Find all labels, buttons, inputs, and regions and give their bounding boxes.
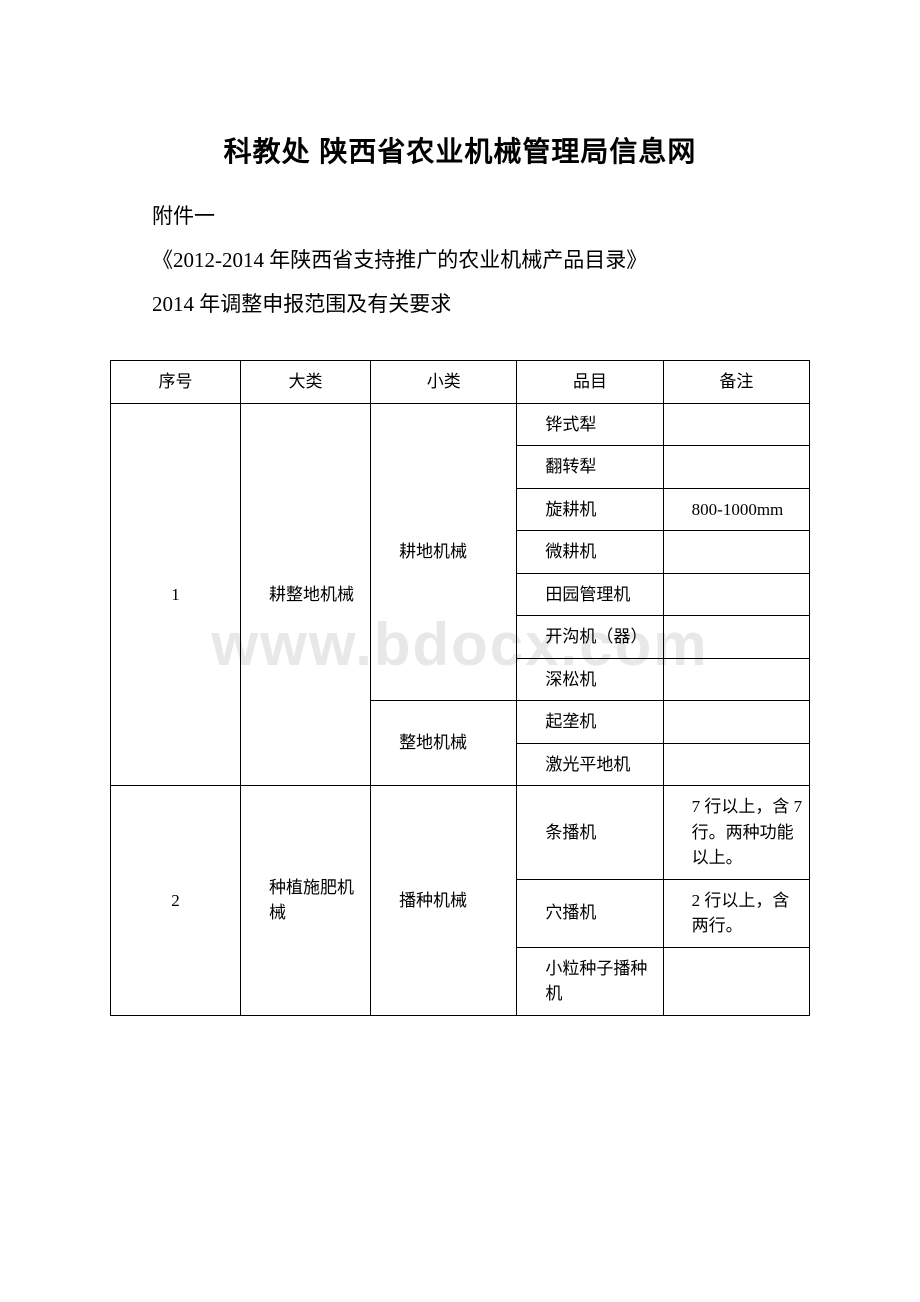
catalog-table: 序号 大类 小类 品目 备注 1 耕整地机械 耕地机械 铧式犁 翻转犁 旋耕机 … (110, 360, 810, 1016)
cell-note (663, 743, 809, 786)
cell-category: 耕整地机械 (241, 403, 371, 786)
document-content: 科教处 陕西省农业机械管理局信息网 附件一 《2012-2014 年陕西省支持推… (110, 130, 810, 1016)
cell-category: 种植施肥机械 (241, 786, 371, 1016)
cell-note (663, 701, 809, 744)
cell-item: 小粒种子播种机 (517, 947, 663, 1015)
cell-item: 条播机 (517, 786, 663, 880)
cell-note (663, 446, 809, 489)
cell-subcategory: 整地机械 (371, 701, 517, 786)
paragraph-catalog: 《2012-2014 年陕西省支持推广的农业机械产品目录》 (110, 239, 810, 281)
cell-note (663, 531, 809, 574)
cell-seq: 1 (111, 403, 241, 786)
table-container: 序号 大类 小类 品目 备注 1 耕整地机械 耕地机械 铧式犁 翻转犁 旋耕机 … (110, 360, 810, 1016)
header-subcategory: 小类 (371, 361, 517, 404)
paragraph-requirement: 2014 年调整申报范围及有关要求 (110, 283, 810, 325)
cell-note (663, 658, 809, 701)
cell-item: 起垄机 (517, 701, 663, 744)
cell-note (663, 403, 809, 446)
cell-note: 2 行以上，含两行。 (663, 879, 809, 947)
cell-item: 铧式犁 (517, 403, 663, 446)
cell-item: 激光平地机 (517, 743, 663, 786)
cell-note (663, 616, 809, 659)
cell-item: 田园管理机 (517, 573, 663, 616)
header-category: 大类 (241, 361, 371, 404)
cell-seq: 2 (111, 786, 241, 1016)
cell-subcategory: 播种机械 (371, 786, 517, 1016)
header-item: 品目 (517, 361, 663, 404)
cell-item: 深松机 (517, 658, 663, 701)
cell-item: 旋耕机 (517, 488, 663, 531)
header-seq: 序号 (111, 361, 241, 404)
page-title: 科教处 陕西省农业机械管理局信息网 (110, 130, 810, 170)
table-header-row: 序号 大类 小类 品目 备注 (111, 361, 810, 404)
cell-note (663, 947, 809, 1015)
cell-note (663, 573, 809, 616)
cell-item: 开沟机（器） (517, 616, 663, 659)
table-row: 2 种植施肥机械 播种机械 条播机 7 行以上，含 7 行。两种功能以上。 (111, 786, 810, 880)
cell-subcategory: 耕地机械 (371, 403, 517, 701)
header-note: 备注 (663, 361, 809, 404)
table-row: 1 耕整地机械 耕地机械 铧式犁 (111, 403, 810, 446)
cell-item: 穴播机 (517, 879, 663, 947)
paragraph-attachment: 附件一 (110, 195, 810, 237)
cell-item: 翻转犁 (517, 446, 663, 489)
cell-item: 微耕机 (517, 531, 663, 574)
cell-note: 800-1000mm (663, 488, 809, 531)
cell-note: 7 行以上，含 7 行。两种功能以上。 (663, 786, 809, 880)
